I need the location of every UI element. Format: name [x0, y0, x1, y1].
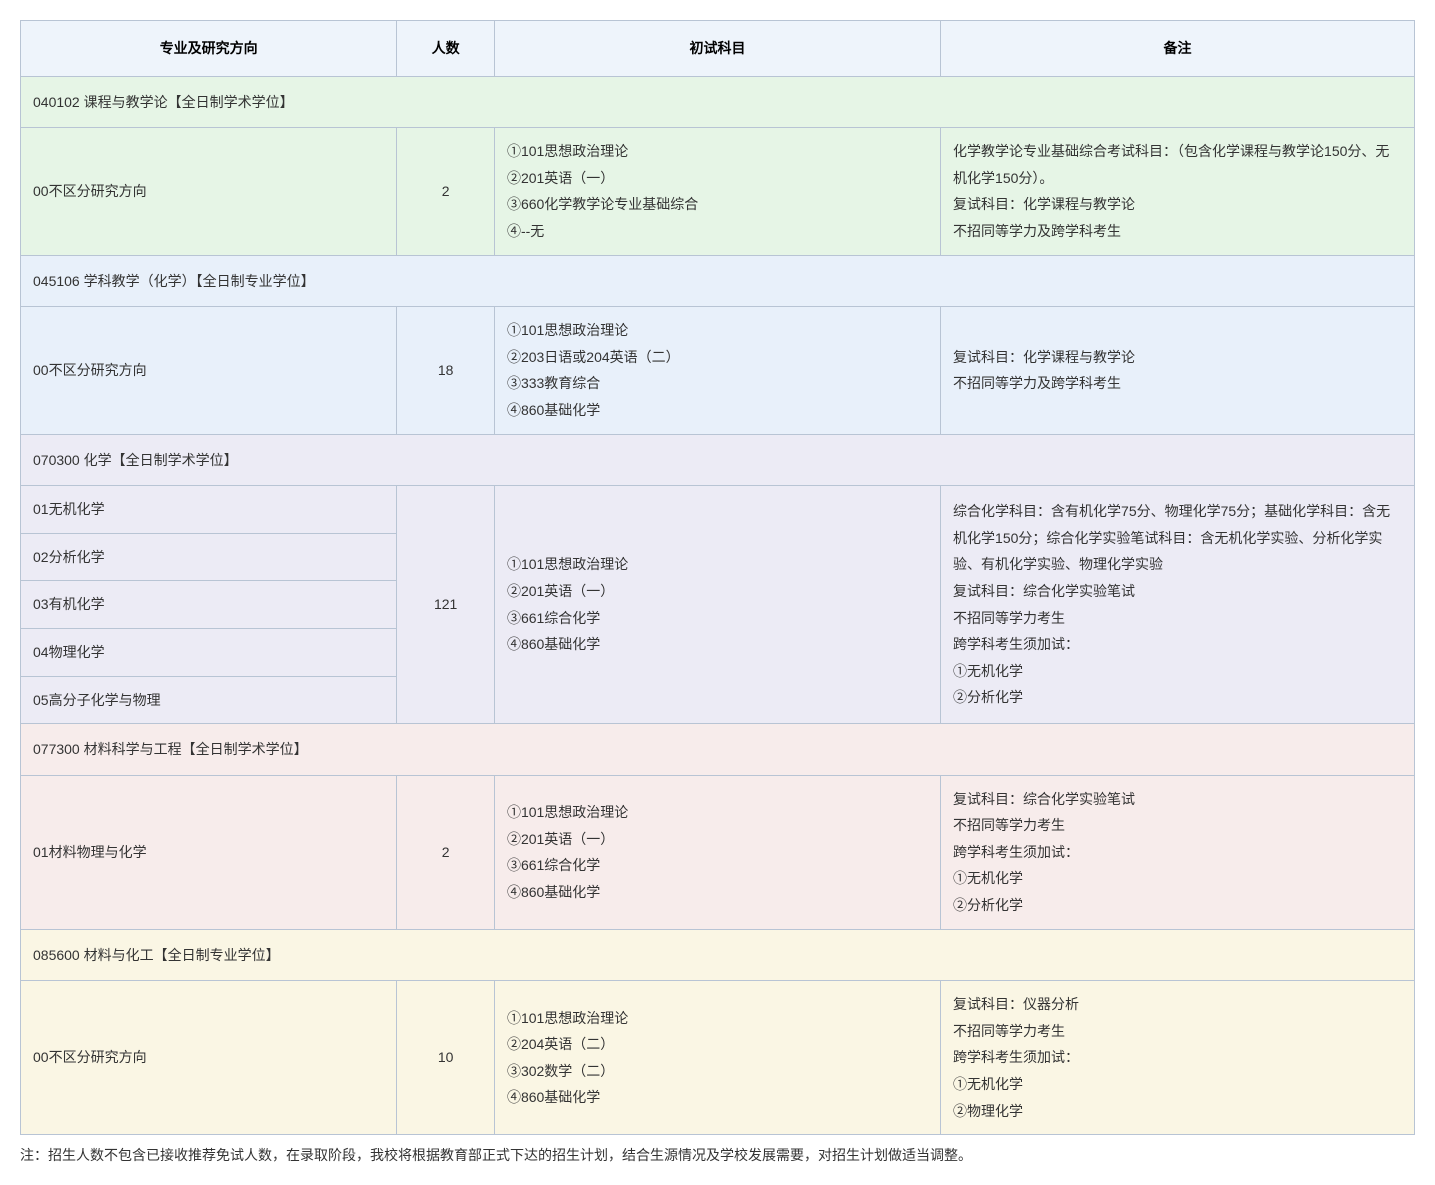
table-row: 01材料物理与化学2①101思想政治理论②201英语（一）③661综合化学④86…	[21, 775, 1415, 929]
header-note: 备注	[941, 21, 1415, 77]
header-row: 专业及研究方向 人数 初试科目 备注	[21, 21, 1415, 77]
major-cell: 04物理化学	[21, 628, 397, 676]
section-header: 045106 学科教学（化学）【全日制专业学位】	[21, 255, 1415, 307]
major-cell: 00不区分研究方向	[21, 128, 397, 255]
count-cell: 18	[397, 307, 495, 434]
section-header: 077300 材料科学与工程【全日制学术学位】	[21, 724, 1415, 776]
note-cell: 复试科目：仪器分析不招同等学力考生跨学科考生须加试：①无机化学②物理化学	[941, 981, 1415, 1135]
major-cell: 00不区分研究方向	[21, 307, 397, 434]
section-title: 077300 材料科学与工程【全日制学术学位】	[21, 724, 1415, 776]
exam-cell: ①101思想政治理论②203日语或204英语（二）③333教育综合④860基础化…	[494, 307, 940, 434]
note-cell: 综合化学科目：含有机化学75分、物理化学75分；基础化学科目：含无机化学150分…	[941, 486, 1415, 724]
table-row: 00不区分研究方向18①101思想政治理论②203日语或204英语（二）③333…	[21, 307, 1415, 434]
table-row: 01无机化学121①101思想政治理论②201英语（一）③661综合化学④860…	[21, 486, 1415, 534]
major-cell: 00不区分研究方向	[21, 981, 397, 1135]
note-cell: 化学教学论专业基础综合考试科目：（包含化学课程与教学论150分、无机化学150分…	[941, 128, 1415, 255]
section-title: 040102 课程与教学论【全日制学术学位】	[21, 76, 1415, 128]
exam-cell: ①101思想政治理论②201英语（一）③661综合化学④860基础化学	[494, 775, 940, 929]
major-cell: 01材料物理与化学	[21, 775, 397, 929]
section-header: 040102 课程与教学论【全日制学术学位】	[21, 76, 1415, 128]
table-row: 00不区分研究方向10①101思想政治理论②204英语（二）③302数学（二）④…	[21, 981, 1415, 1135]
exam-cell: ①101思想政治理论②201英语（一）③660化学教学论专业基础综合④--无	[494, 128, 940, 255]
header-exam: 初试科目	[494, 21, 940, 77]
header-major: 专业及研究方向	[21, 21, 397, 77]
section-title: 045106 学科教学（化学）【全日制专业学位】	[21, 255, 1415, 307]
footnote: 注：招生人数不包含已接收推荐免试人数，在录取阶段，我校将根据教育部正式下达的招生…	[20, 1145, 1415, 1165]
section-title: 085600 材料与化工【全日制专业学位】	[21, 929, 1415, 981]
section-header: 085600 材料与化工【全日制专业学位】	[21, 929, 1415, 981]
exam-cell: ①101思想政治理论②201英语（一）③661综合化学④860基础化学	[494, 486, 940, 724]
section-title: 070300 化学【全日制学术学位】	[21, 434, 1415, 486]
major-cell: 03有机化学	[21, 581, 397, 629]
major-cell: 05高分子化学与物理	[21, 676, 397, 724]
header-count: 人数	[397, 21, 495, 77]
admissions-table: 专业及研究方向 人数 初试科目 备注 040102 课程与教学论【全日制学术学位…	[20, 20, 1415, 1135]
exam-cell: ①101思想政治理论②204英语（二）③302数学（二）④860基础化学	[494, 981, 940, 1135]
table-row: 00不区分研究方向2①101思想政治理论②201英语（一）③660化学教学论专业…	[21, 128, 1415, 255]
note-cell: 复试科目：综合化学实验笔试不招同等学力考生跨学科考生须加试：①无机化学②分析化学	[941, 775, 1415, 929]
count-cell: 2	[397, 775, 495, 929]
major-cell: 01无机化学	[21, 486, 397, 534]
count-cell: 2	[397, 128, 495, 255]
major-cell: 02分析化学	[21, 533, 397, 581]
section-header: 070300 化学【全日制学术学位】	[21, 434, 1415, 486]
count-cell: 10	[397, 981, 495, 1135]
count-cell: 121	[397, 486, 495, 724]
note-cell: 复试科目：化学课程与教学论不招同等学力及跨学科考生	[941, 307, 1415, 434]
